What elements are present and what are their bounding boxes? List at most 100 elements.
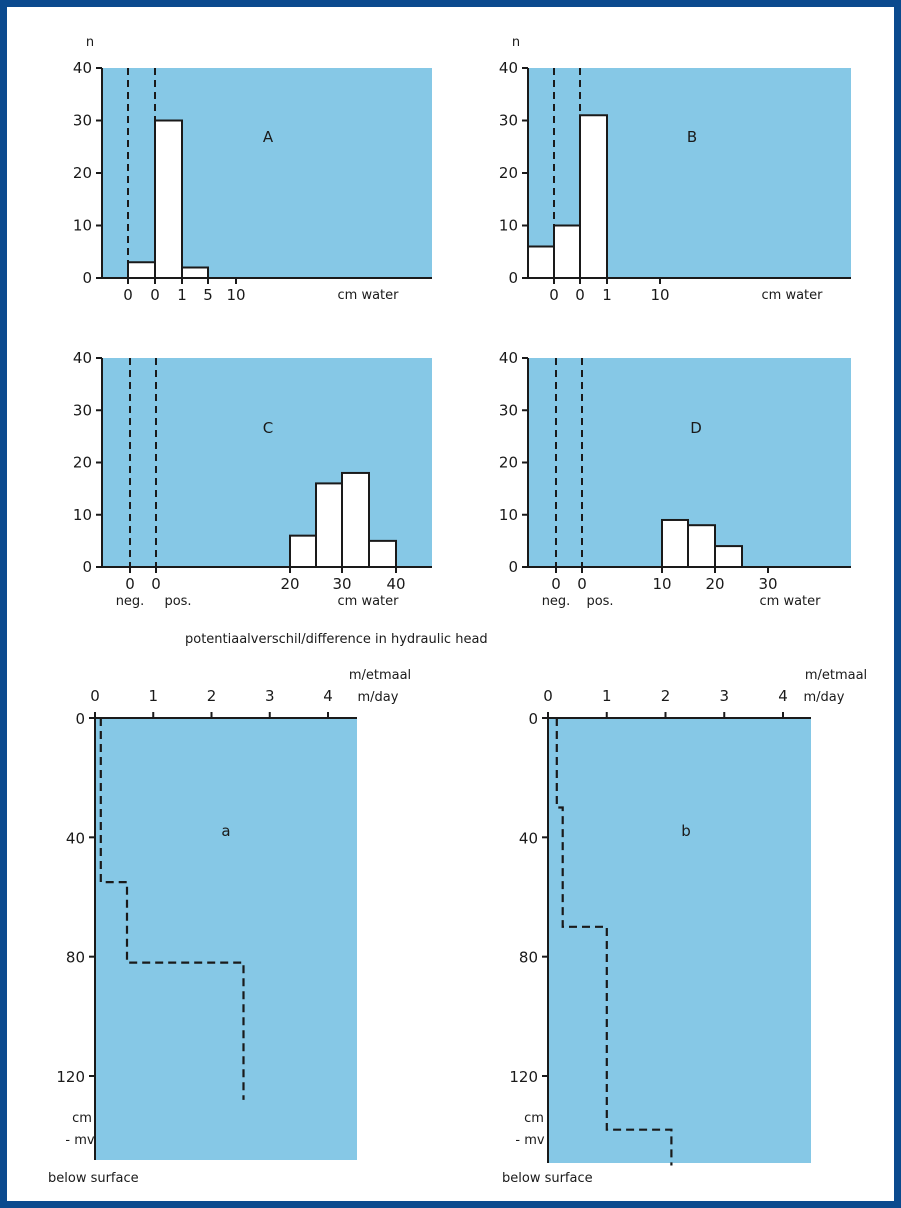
x-axis-label-D: cm water (760, 594, 822, 609)
x-tick-label-D-4: 30 (758, 575, 777, 593)
panel-label-b: b (681, 822, 691, 840)
panel-b (548, 718, 811, 1163)
panel-label-B: B (687, 128, 697, 146)
x-tick-label-a-0: 0 (90, 687, 100, 705)
x-unit-bottom-b: m/day (804, 690, 845, 705)
x-axis-label-A: cm water (338, 288, 400, 303)
y-note-a: below surface (48, 1171, 139, 1186)
bar-C-2 (341, 471, 370, 569)
panel-label-a: a (221, 822, 230, 840)
bar-B-2 (579, 114, 608, 279)
y-tick-label-D-3: 30 (499, 401, 518, 419)
neg-label-C: neg. (116, 594, 145, 609)
x-tick-label-C-1: 0 (151, 575, 161, 593)
y-tick-label-A-0: 0 (82, 269, 92, 287)
y-unit-b: cm (524, 1111, 544, 1126)
x-tick-label-b-1: 1 (602, 687, 612, 705)
x-tick-label-b-0: 0 (543, 687, 553, 705)
x-tick-label-B-2: 1 (602, 286, 612, 304)
y-tick-label-C-2: 20 (73, 454, 92, 472)
y-tick-label-b-3: 120 (509, 1068, 538, 1086)
x-axis-label-C: cm water (338, 594, 400, 609)
x-unit-top-a: m/etmaal (349, 668, 411, 683)
y-tick-label-A-2: 20 (73, 164, 92, 182)
panel-label-D: D (690, 419, 702, 437)
y-tick-label-C-3: 30 (73, 401, 92, 419)
x-tick-label-A-0: 0 (123, 286, 133, 304)
y-tick-label-b-0: 0 (528, 710, 538, 728)
bar-C-1 (315, 482, 343, 568)
y-tick-label-a-0: 0 (75, 710, 85, 728)
bar-D-2 (714, 545, 743, 568)
y-tick-label-B-4: 40 (499, 59, 518, 77)
y-tick-label-D-1: 10 (499, 506, 518, 524)
y-unit2-b: - mv (515, 1133, 544, 1148)
y-note-b: below surface (502, 1171, 593, 1186)
y-tick-label-B-3: 30 (499, 112, 518, 130)
y-tick-label-D-0: 0 (508, 558, 518, 576)
x-tick-label-A-4: 10 (226, 286, 245, 304)
y-tick-label-B-0: 0 (508, 269, 518, 287)
x-tick-label-a-3: 3 (265, 687, 275, 705)
x-tick-label-C-0: 0 (125, 575, 135, 593)
profile-line-b (555, 718, 673, 1166)
y-tick-label-C-4: 40 (73, 349, 92, 367)
y-tick-label-b-2: 80 (519, 949, 538, 967)
y-tick-label-A-1: 10 (73, 217, 92, 235)
y-tick-label-D-4: 40 (499, 349, 518, 367)
x-tick-label-a-2: 2 (207, 687, 217, 705)
caption: potentiaalverschil/difference in hydraul… (185, 632, 488, 647)
bar-B-0 (527, 245, 555, 279)
x-tick-label-C-3: 30 (332, 575, 351, 593)
x-tick-label-C-2: 20 (280, 575, 299, 593)
y-tick-label-a-1: 40 (66, 829, 85, 847)
panel-label-A: A (263, 128, 274, 146)
y-tick-label-A-3: 30 (73, 112, 92, 130)
y-tick-label-a-2: 80 (66, 949, 85, 967)
x-tick-label-b-4: 4 (778, 687, 788, 705)
bar-D-1 (687, 524, 716, 569)
pos-label-D: pos. (586, 594, 613, 609)
bar-C-3 (368, 539, 397, 568)
x-tick-label-D-0: 0 (551, 575, 561, 593)
panel-A (102, 68, 432, 278)
bar-A-0 (127, 261, 156, 279)
x-tick-label-B-1: 0 (575, 286, 585, 304)
x-tick-label-D-3: 20 (705, 575, 724, 593)
x-tick-label-C-4: 40 (386, 575, 405, 593)
x-unit-bottom-a: m/day (358, 690, 399, 705)
x-tick-label-D-2: 10 (652, 575, 671, 593)
y-axis-label-A: n (86, 35, 94, 50)
bar-B-1 (553, 224, 581, 279)
y-axis-label-B: n (512, 35, 520, 50)
x-tick-label-A-1: 0 (150, 286, 160, 304)
y-tick-label-D-2: 20 (499, 454, 518, 472)
y-tick-label-C-1: 10 (73, 506, 92, 524)
x-tick-label-B-0: 0 (549, 286, 559, 304)
y-tick-label-A-4: 40 (73, 59, 92, 77)
y-tick-label-a-3: 120 (56, 1068, 85, 1086)
x-tick-label-B-3: 10 (650, 286, 669, 304)
neg-label-D: neg. (542, 594, 571, 609)
bar-A-1 (154, 119, 183, 279)
x-tick-label-b-2: 2 (661, 687, 671, 705)
bar-C-0 (289, 534, 317, 569)
x-tick-label-D-1: 0 (577, 575, 587, 593)
x-axis-label-B: cm water (762, 288, 824, 303)
x-tick-label-a-1: 1 (148, 687, 158, 705)
bar-D-0 (661, 518, 689, 568)
panel-label-C: C (263, 419, 273, 437)
panel-C (102, 358, 432, 567)
x-tick-label-b-3: 3 (719, 687, 729, 705)
y-tick-label-C-0: 0 (82, 558, 92, 576)
y-unit-a: cm (72, 1111, 92, 1126)
panel-a (95, 718, 357, 1160)
bar-A-2 (181, 266, 209, 279)
x-tick-label-A-2: 1 (177, 286, 187, 304)
y-tick-label-B-2: 20 (499, 164, 518, 182)
pos-label-C: pos. (164, 594, 191, 609)
x-tick-label-a-4: 4 (323, 687, 333, 705)
y-tick-label-b-1: 40 (519, 829, 538, 847)
profile-line-a (99, 718, 245, 1100)
